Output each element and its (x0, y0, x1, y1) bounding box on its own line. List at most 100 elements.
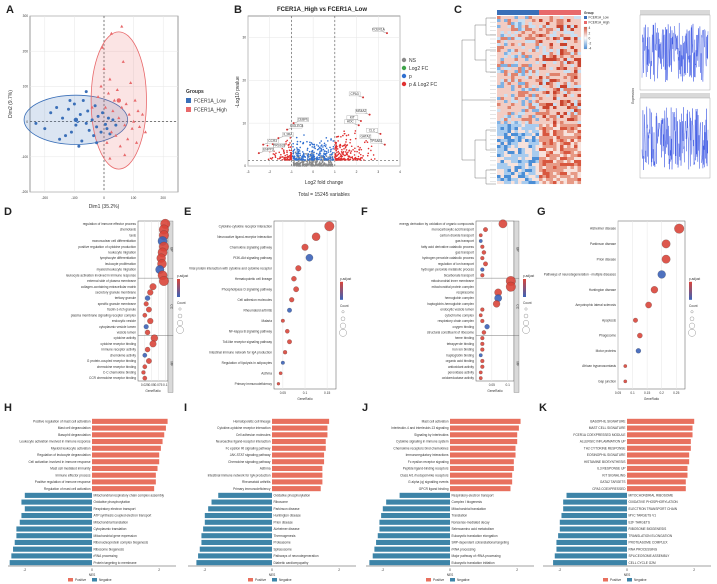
dotplot-category-label: hydrogen peroxide metabolic process (421, 268, 474, 272)
heatmap-cell (532, 169, 536, 173)
volcano-point-sig (352, 148, 354, 151)
heatmap-cell (497, 31, 501, 35)
heatmap-cell (567, 34, 571, 38)
dotplot-category-label: CCR chemokine receptor binding (89, 376, 136, 380)
heatmap-cell (535, 163, 540, 167)
pca-point-low (93, 104, 97, 108)
volcano-point-sig (370, 158, 373, 161)
heatmap-cell (539, 73, 543, 77)
heatmap-cell (546, 103, 550, 107)
heatmap-cell (574, 151, 578, 155)
heatmap-cell (567, 121, 571, 125)
bar-category-label: ATP synthesis coupled electron transport (94, 514, 152, 518)
heatmap-cell (560, 136, 564, 140)
volcano-point-p (327, 158, 330, 160)
heatmap-cell (553, 16, 557, 20)
dotplot-dot (287, 307, 292, 313)
volcano-x-tick: 4 (399, 170, 401, 174)
heatmap-cell (507, 31, 512, 35)
heatmap-cell (553, 163, 557, 167)
volcano-point-ns (312, 163, 314, 166)
volcano-point-p (293, 148, 296, 151)
volcano-point-sig (290, 155, 293, 158)
bar (556, 539, 627, 546)
heatmap-cell (546, 97, 550, 101)
heatmap-cell (567, 124, 571, 128)
heatmap-cell (542, 43, 547, 47)
heatmap-cell (518, 52, 522, 56)
heatmap-cell (504, 109, 508, 113)
bar (24, 492, 92, 498)
heatmap-cell (507, 67, 512, 71)
heatmap-cell (539, 106, 543, 110)
volcano-point-p (327, 151, 330, 153)
heatmap-cell (521, 25, 526, 29)
heatmap-cell (507, 22, 512, 26)
heatmap-cell (525, 100, 529, 104)
expression-side-panels: Expression (631, 10, 711, 179)
heatmap-cell (535, 100, 540, 104)
volcano-point-p (323, 144, 326, 147)
heatmap-cell (574, 67, 578, 71)
bar (553, 560, 627, 566)
heatmap-cell (528, 115, 533, 119)
heatmap-cell (556, 58, 561, 62)
heatmap-cell (556, 130, 561, 134)
dotplot-dot (159, 276, 169, 286)
heatmap-cell (546, 64, 550, 68)
dotplot-dot (141, 370, 146, 375)
heatmap-cell (532, 181, 536, 185)
pca-point-high (108, 156, 112, 160)
dotplot-x-tick: 0.075 (154, 383, 162, 387)
heatmap-cell (574, 178, 578, 182)
heatmap-cell (500, 139, 505, 143)
dotplot-category-label: fatty acid derivative catabolic process (421, 245, 474, 249)
heatmap-cell (549, 37, 554, 41)
heatmap-cell (521, 121, 526, 125)
volcano-point-ns (299, 165, 302, 167)
heatmap-cell (570, 67, 575, 71)
volcano-point-sig (343, 144, 346, 147)
volcano-point-sig (342, 134, 344, 137)
bar (450, 425, 519, 431)
volcano-point-ns (317, 163, 319, 166)
heatmap-cell (542, 142, 547, 146)
heatmap-cell (528, 61, 533, 65)
pca-point-high (105, 140, 109, 144)
heatmap-cell (539, 136, 543, 140)
heatmap-cell (518, 166, 522, 170)
heatmap-cell (570, 178, 575, 182)
heatmap-cell (567, 49, 571, 53)
heatmap-cell (511, 172, 515, 176)
pca-point-low (72, 102, 76, 106)
volcano-point-sig (343, 158, 346, 161)
heatmap-cell (577, 64, 582, 68)
dotplot-category-label: gas transport (455, 239, 474, 243)
heatmap-cell (577, 133, 582, 137)
volcano-point-p (322, 146, 324, 148)
pca-point-high (126, 137, 130, 141)
heatmap-cell (532, 154, 536, 158)
dotplot-dot (480, 359, 485, 364)
heatmap-cell (500, 34, 505, 38)
bar-category-label: Cytokine signaling in immune system (396, 440, 449, 444)
heatmap-cell (500, 22, 505, 26)
volcano-point-ns (322, 158, 325, 161)
heatmap-cell (535, 166, 540, 170)
volcano-point-p (298, 150, 301, 152)
volcano-y-tick: 0 (244, 164, 246, 168)
heatmap-cell (532, 106, 536, 110)
bar (450, 472, 513, 478)
dotplot-dot (278, 371, 283, 376)
heatmap-cell (504, 40, 508, 44)
heatmap-cell (574, 97, 578, 101)
pca-point-high (114, 133, 118, 137)
heatmap-cell (567, 112, 571, 116)
heatmap-cell (528, 94, 533, 98)
heatmap-cell (574, 37, 578, 41)
volcano-point-p (324, 145, 327, 148)
heatmap-cell (567, 169, 571, 173)
heatmap-cell (497, 40, 501, 44)
heatmap-cell (556, 133, 561, 137)
